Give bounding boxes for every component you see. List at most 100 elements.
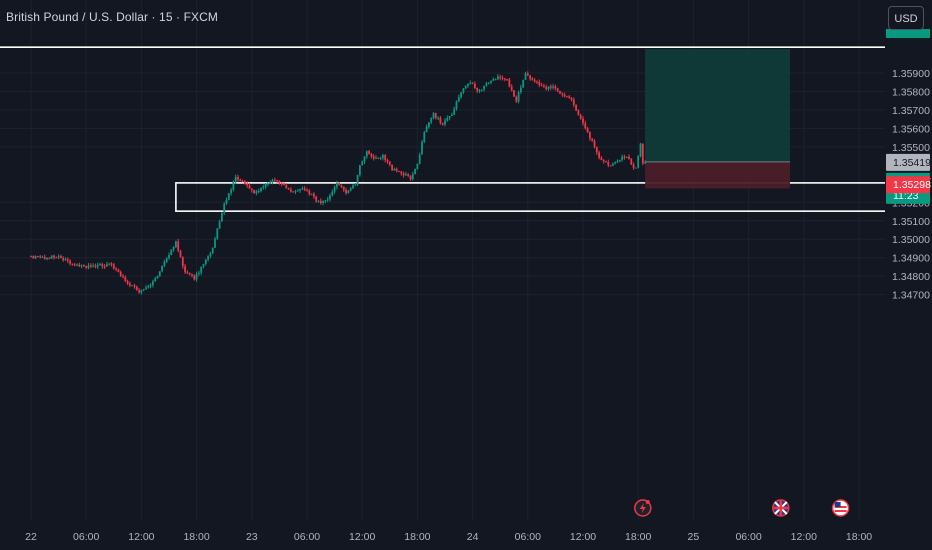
price-tick-label: 1.34900 <box>892 253 930 265</box>
candle-body <box>195 273 198 280</box>
candle-body <box>85 266 88 268</box>
candle-body <box>460 92 462 98</box>
candle-body <box>313 193 315 197</box>
price-tick-label: 1.35000 <box>892 234 930 246</box>
currency-button[interactable]: USD <box>888 6 924 30</box>
candle-body <box>177 241 180 251</box>
candle-body <box>338 182 341 186</box>
candle-body <box>621 156 623 160</box>
support-zone-rectangle[interactable] <box>175 182 902 212</box>
time-tick-label: 18:00 <box>404 531 430 543</box>
candle-body <box>506 78 508 80</box>
candle-body <box>368 151 370 154</box>
us-flag-icon[interactable] <box>831 499 850 517</box>
candle-body <box>561 93 564 95</box>
candle-body <box>641 143 644 164</box>
candle-body <box>147 286 150 288</box>
candle-body <box>423 132 426 142</box>
candle-body <box>149 285 152 287</box>
symbol-title: British Pound / U.S. Dollar · 15 · FXCM <box>6 10 218 24</box>
candle-body <box>490 80 492 83</box>
candle-body <box>94 265 97 267</box>
candle-body <box>294 191 297 193</box>
candle-body <box>616 161 619 163</box>
candle-body <box>131 285 134 287</box>
candle-body <box>89 265 92 267</box>
candle-body <box>405 174 407 176</box>
candle-body <box>370 153 373 157</box>
candle-body <box>322 200 324 204</box>
earnings-flash-icon[interactable] <box>634 499 652 517</box>
candle-body <box>411 174 414 180</box>
candle-body <box>547 86 550 89</box>
candle-body <box>76 264 78 266</box>
candle-body <box>474 83 476 89</box>
price-axis[interactable]: 1.35900 1.35800 1.35700 1.35600 1.35500 1.352… <box>885 0 932 550</box>
candle-body <box>283 184 285 186</box>
candle-body <box>639 143 642 157</box>
target-price-tag <box>886 29 930 38</box>
price-tick-label: 1.35800 <box>892 86 930 98</box>
candle-body <box>276 180 278 182</box>
time-tick-label: 06:00 <box>294 531 320 543</box>
candle-body <box>115 268 117 270</box>
candle-body <box>214 238 216 248</box>
candle-body <box>154 278 157 282</box>
candle-body <box>46 257 48 259</box>
candle-body <box>637 156 640 168</box>
candle-body <box>83 265 85 267</box>
candle-body <box>515 96 518 102</box>
candle-body <box>253 190 255 194</box>
candle-body <box>333 186 336 192</box>
candle-body <box>513 90 515 97</box>
candle-body <box>568 96 571 98</box>
uk-flag-icon[interactable] <box>772 499 790 517</box>
previous-close-tag <box>886 153 930 171</box>
candle-body <box>101 264 104 267</box>
candle-body <box>409 176 412 180</box>
price-tick-label: 1.35500 <box>892 142 930 154</box>
candle-body <box>437 117 439 119</box>
candle-body <box>30 255 32 257</box>
candle-body <box>595 146 598 153</box>
candle-body <box>202 264 205 267</box>
previous-close-label: 1.35419 <box>893 157 931 169</box>
candle-body <box>471 82 474 84</box>
event-markers[interactable] <box>634 499 850 517</box>
candle-body <box>510 86 513 91</box>
time-tick-label: 12:00 <box>128 531 154 543</box>
candle-body <box>204 259 207 265</box>
candle-body <box>324 200 327 202</box>
candle-body <box>193 275 196 280</box>
time-tick-label: 25 <box>688 531 700 543</box>
price-tick-label: 1.34700 <box>892 290 930 302</box>
time-axis[interactable]: 22 06:00 12:00 18:00 23 06:00 12:00 18:00 24 06:0… <box>0 520 885 550</box>
candle-body <box>39 256 42 258</box>
long-position-tool[interactable] <box>645 48 790 189</box>
candle-body <box>260 187 262 192</box>
candle-body <box>441 122 444 125</box>
candle-body <box>501 77 504 79</box>
candle-body <box>572 99 575 105</box>
time-tick-label: 18:00 <box>625 531 651 543</box>
candle-body <box>462 88 465 93</box>
candle-body <box>407 174 410 177</box>
candle-body <box>292 191 295 193</box>
candle-body <box>538 81 541 86</box>
candle-body <box>269 182 272 184</box>
candle-body <box>356 174 359 185</box>
candle-body <box>271 179 274 183</box>
candle-body <box>78 264 81 267</box>
flash-dot <box>645 500 650 504</box>
candle-body <box>53 255 55 258</box>
candle-body <box>230 189 232 194</box>
time-tick-label: 12:00 <box>349 531 375 543</box>
candle-body <box>609 165 612 167</box>
candle-body <box>577 110 580 116</box>
candle-body <box>117 269 120 272</box>
candle-body <box>391 164 393 171</box>
candle-body <box>246 183 249 186</box>
candle-body <box>421 141 423 155</box>
candle-body <box>529 75 531 79</box>
